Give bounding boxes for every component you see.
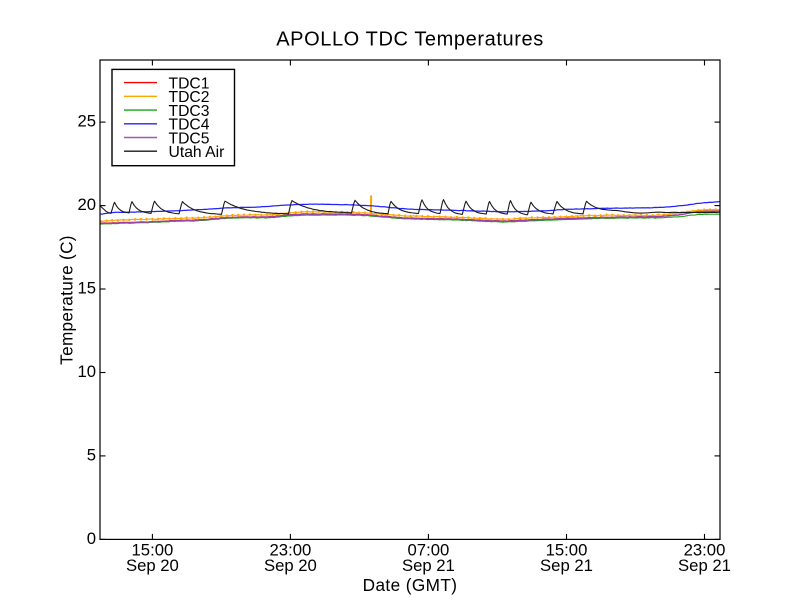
- svg-text:10: 10: [77, 362, 96, 381]
- svg-text:TDC3: TDC3: [169, 103, 210, 120]
- svg-text:15:00: 15:00: [132, 541, 174, 560]
- svg-text:TDC4: TDC4: [169, 117, 210, 134]
- svg-text:20: 20: [77, 195, 96, 214]
- svg-text:07:00: 07:00: [408, 541, 450, 560]
- svg-text:0: 0: [87, 529, 96, 548]
- svg-text:Sep 21: Sep 21: [540, 556, 593, 575]
- svg-text:Date (GMT): Date (GMT): [363, 575, 458, 595]
- svg-text:Sep 20: Sep 20: [264, 556, 317, 575]
- svg-text:TDC5: TDC5: [169, 130, 210, 147]
- svg-text:15:00: 15:00: [546, 541, 588, 560]
- svg-text:Sep 20: Sep 20: [126, 556, 179, 575]
- svg-text:Sep 21: Sep 21: [402, 556, 455, 575]
- svg-text:15: 15: [77, 278, 96, 297]
- svg-text:25: 25: [77, 112, 96, 131]
- svg-text:5: 5: [87, 445, 96, 464]
- svg-text:TDC2: TDC2: [169, 89, 210, 106]
- svg-text:TDC1: TDC1: [169, 75, 210, 92]
- svg-text:23:00: 23:00: [684, 541, 726, 560]
- svg-text:Temperature (C): Temperature (C): [57, 235, 77, 365]
- svg-text:Utah Air: Utah Air: [169, 144, 225, 161]
- svg-text:Sep 21: Sep 21: [678, 556, 731, 575]
- svg-text:APOLLO TDC Temperatures: APOLLO TDC Temperatures: [276, 29, 544, 51]
- svg-text:23:00: 23:00: [270, 541, 312, 560]
